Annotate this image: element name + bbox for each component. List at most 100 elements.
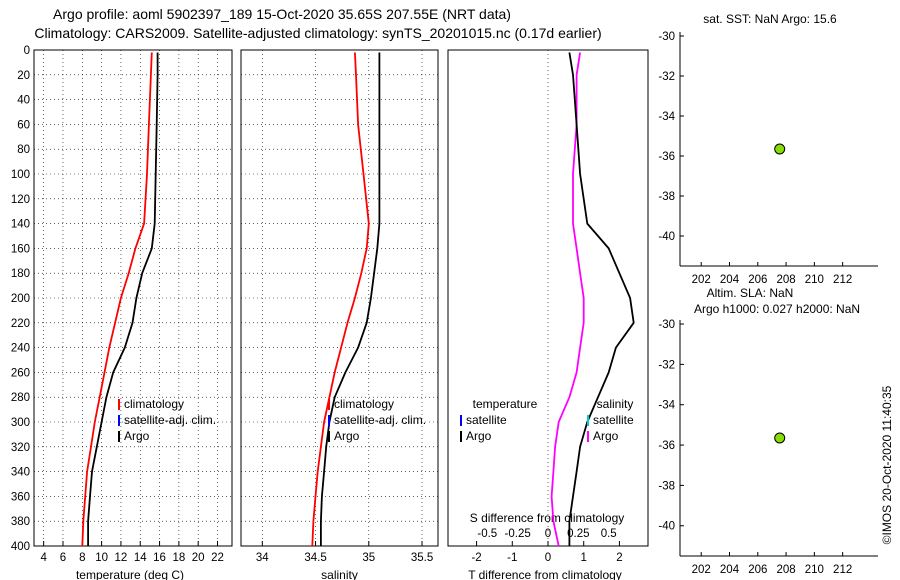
sla-map-ytick-label: -38	[658, 480, 675, 492]
difference-salinity-legend-label: satellite	[593, 413, 634, 427]
sst-map-ytick-label: -32	[658, 71, 675, 83]
depth-ytick-label: 320	[11, 442, 30, 454]
temperature-legend-label: satellite-adj. clim.	[124, 413, 216, 427]
imos-credit: ©IMOS 20-Oct-2020 11:40:35	[880, 385, 894, 544]
sst-map-xtick-label: 208	[776, 274, 795, 286]
temperature-tick-label: 8	[79, 552, 85, 564]
depth-ytick-label: 400	[11, 541, 30, 553]
sla-map-ytick-label: -34	[658, 400, 675, 412]
sla-map-ytick-label: -30	[658, 319, 675, 331]
depth-ytick-label: 120	[11, 194, 30, 206]
sst-map-xtick-label: 210	[805, 274, 824, 286]
temperature-tick-label: 22	[211, 552, 224, 564]
salinity-climatology-line	[311, 52, 370, 547]
sla-map-xtick-label: 210	[805, 564, 824, 576]
difference-salinity-legend-label: Argo	[593, 429, 619, 443]
depth-ytick-label: 80	[17, 144, 30, 156]
temperature-legend-label: Argo	[124, 429, 150, 443]
salinity-tick-label: 35.5	[411, 552, 433, 564]
sst-map-argo-position-marker	[774, 143, 786, 155]
temperature-tick-label: 6	[60, 552, 66, 564]
sla-map-subtitle: Argo h1000: 0.027 h2000: NaN	[694, 302, 860, 316]
salinity-argo-line	[320, 52, 381, 546]
difference-top-tick-label: -0.25	[505, 528, 531, 540]
sst-map-title: sat. SST: NaN Argo: 15.6	[703, 12, 837, 26]
depth-ytick-label: 20	[17, 70, 30, 82]
salinity-difference-axis-label: S difference from climatology	[470, 511, 625, 525]
salinity-tick-label: 35	[362, 552, 375, 564]
depth-ytick-label: 100	[11, 169, 30, 181]
sla-map-xtick-label: 212	[833, 564, 852, 576]
depth-ytick-label: 260	[11, 367, 30, 379]
sla-map-ytick-label: -40	[658, 521, 675, 533]
difference-top-tick-label: 0.25	[567, 528, 589, 540]
salinity-plot-frame	[240, 49, 439, 547]
difference-axis-label: T difference from climatology	[468, 568, 622, 580]
difference-tick-label: -2	[471, 552, 481, 564]
sla-map-title: Altim. SLA: NaN	[707, 286, 794, 300]
sst-map-ytick-label: -40	[658, 231, 675, 243]
temperature-axis-label: temperature (deg C)	[76, 568, 184, 580]
salinity-tick-label: 34.5	[304, 552, 326, 564]
title-line-1: Argo profile: aoml 5902397_189 15-Oct-20…	[53, 6, 511, 22]
difference-legend-left-title: temperature	[473, 397, 538, 411]
salinity-legend-label: climatology	[334, 397, 394, 411]
difference-tick-label: -1	[507, 552, 517, 564]
difference-tick-label: 0	[545, 552, 551, 564]
salinity-legend-label: satellite-adj. clim.	[334, 413, 426, 427]
sla-map-xtick-label: 208	[776, 564, 795, 576]
sst-map-xtick-label: 212	[833, 274, 852, 286]
temperature-tick-label: 10	[95, 552, 108, 564]
depth-ytick-label: 360	[11, 491, 30, 503]
sst-map-ytick-label: -38	[658, 191, 675, 203]
sst-map-xtick-label: 204	[720, 274, 740, 286]
depth-ytick-label: 200	[11, 293, 30, 305]
difference-tick-label: 2	[616, 552, 622, 564]
sst-map-ytick-label: -30	[658, 31, 675, 43]
sla-map-ytick-label: -32	[658, 359, 675, 371]
temperature-tick-label: 12	[115, 552, 128, 564]
depth-ytick-label: 340	[11, 467, 30, 479]
temperature-legend-label: climatology	[124, 397, 184, 411]
salinity-tick-label: 34	[256, 552, 269, 564]
temperature-argo-line	[87, 52, 159, 546]
depth-ytick-label: 220	[11, 318, 30, 330]
depth-ytick-label: 180	[11, 268, 30, 280]
temperature-tick-label: 20	[192, 552, 205, 564]
temperature-tick-label: 18	[172, 552, 185, 564]
difference-temperature-legend-label: Argo	[466, 429, 492, 443]
salinity-axis-label: salinity	[321, 568, 358, 580]
temperature-tick-label: 4	[40, 552, 47, 564]
difference-top-tick-label: 0.5	[601, 528, 617, 540]
temperature-tick-label: 14	[134, 552, 147, 564]
sst-map-xtick-label: 202	[692, 274, 711, 286]
sst-map-ytick-label: -34	[658, 111, 675, 123]
salinity-legend-label: Argo	[334, 429, 360, 443]
sst-map-ytick-label: -36	[658, 151, 675, 163]
depth-ytick-label: 0	[24, 45, 30, 57]
difference-top-tick-label: -0.5	[477, 528, 497, 540]
salinity-difference-line	[550, 52, 585, 547]
difference-top-tick-label: 0	[545, 528, 551, 540]
depth-ytick-label: 240	[11, 343, 30, 355]
temperature-tick-label: 16	[153, 552, 166, 564]
difference-temperature-legend-label: satellite	[466, 413, 507, 427]
depth-ytick-label: 380	[11, 516, 30, 528]
sla-map-ytick-label: -36	[658, 440, 675, 452]
depth-ytick-label: 140	[11, 219, 30, 231]
depth-ytick-label: 40	[17, 95, 30, 107]
depth-ytick-label: 280	[11, 392, 30, 404]
difference-tick-label: 1	[581, 552, 587, 564]
title-line-2: Climatology: CARS2009. Satellite-adjuste…	[34, 25, 601, 41]
sst-map-xtick-label: 206	[748, 274, 767, 286]
difference-legend-right-title: salinity	[597, 397, 634, 411]
depth-ytick-label: 160	[11, 243, 30, 255]
temperature-difference-line	[568, 52, 635, 546]
sla-map-xtick-label: 206	[748, 564, 767, 576]
sla-map-xtick-label: 202	[692, 564, 711, 576]
depth-ytick-label: 60	[17, 119, 30, 131]
temperature-climatology-line	[81, 52, 153, 547]
depth-ytick-label: 300	[11, 417, 30, 429]
sla-map-argo-position-marker	[774, 432, 786, 444]
